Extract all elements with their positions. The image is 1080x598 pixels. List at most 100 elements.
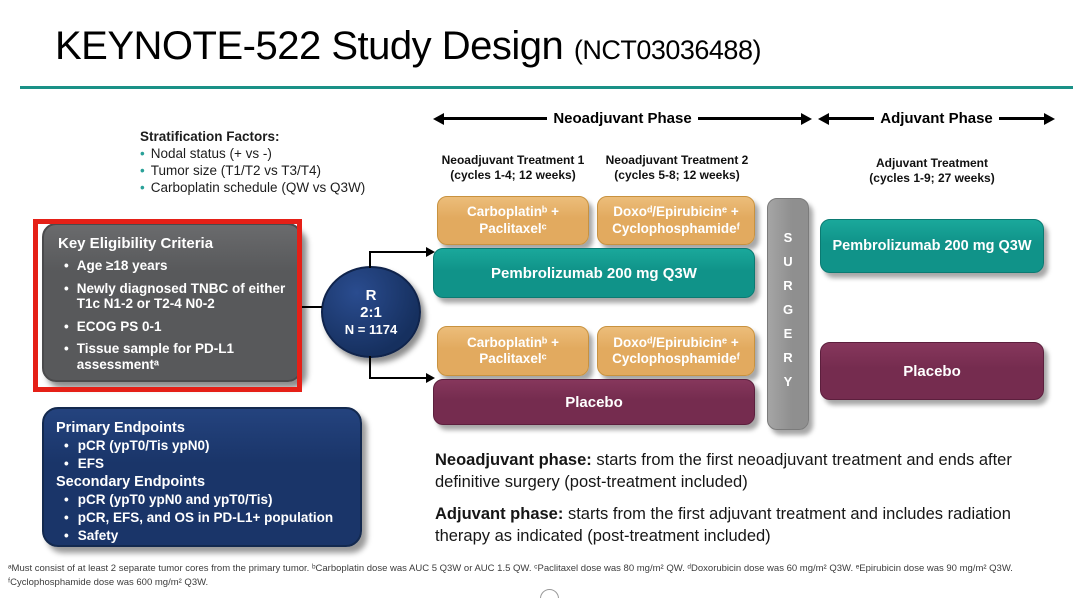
lower-doxo-epirubicin-cyclophosphamide-box: Doxoᵈ/Epirubicinᵉ + Cyclophosphamideᶠ	[597, 326, 755, 376]
arrow-left-icon	[433, 112, 444, 125]
adjuvant-placebo-box: Placebo	[820, 342, 1044, 400]
eligibility-item-text: Tissue sample for PD-L1 assessmentᵃ	[76, 341, 235, 372]
neoadjuvant-treatment-1-header: Neoadjuvant Treatment 1 (cycles 1-4; 12 …	[433, 153, 593, 182]
eligibility-item-text: Age ≥18 years	[76, 258, 168, 273]
randomization-ratio: 2:1	[360, 303, 382, 321]
page-title-nct: (NCT03036488)	[573, 35, 762, 65]
eligibility-item: Tissue sample for PD-L1 assessmentᵃ	[58, 341, 292, 372]
page-title-main: KEYNOTE-522 Study Design	[55, 24, 574, 68]
phase-notes: Neoadjuvant phase: starts from the first…	[435, 450, 1063, 558]
randomization-n: N = 1174	[344, 321, 398, 337]
primary-endpoints-heading: Primary Endpoints	[56, 420, 185, 436]
endpoint-item: pCR (ypT0/Tis ypN0)	[56, 437, 354, 455]
connector-lower-vertical	[369, 356, 371, 379]
adjuvant-note: Adjuvant phase: starts from the first ad…	[435, 504, 1063, 547]
adjuvant-note-lead: Adjuvant phase:	[435, 505, 564, 523]
randomization-circle: R 2:1 N = 1174	[321, 266, 421, 358]
neoadjuvant-phase-label: Neoadjuvant Phase	[553, 110, 692, 127]
highlight-red-frame	[33, 219, 302, 392]
title-divider	[20, 86, 1073, 89]
arrow-line	[998, 117, 1044, 120]
chemo-label-line: Paclitaxelᶜ	[479, 220, 547, 236]
eligibility-heading: Key Eligibility Criteria	[58, 235, 214, 252]
pembrolizumab-label: Pembrolizumab 200 mg Q3W	[832, 238, 1032, 254]
lower-carboplatin-paclitaxel-box: Carboplatinᵇ + Paclitaxelᶜ	[437, 326, 589, 376]
chemo-label-line: Doxoᵈ/Epirubicinᵉ +	[613, 334, 739, 350]
arrow-line	[829, 117, 875, 120]
endpoint-item-text: pCR, EFS, and OS in PD-L1+ population	[77, 510, 334, 525]
arrow-right-icon	[801, 112, 813, 125]
footnotes: ᵃMust consist of at least 2 separate tum…	[8, 562, 1076, 589]
arrow-line	[444, 117, 548, 120]
adjuvant-treatment-header: Adjuvant Treatment (cycles 1-9; 27 weeks…	[820, 156, 1044, 185]
chemo-label-line: Carboplatinᵇ +	[467, 334, 559, 350]
footnote-line: ᶠCyclophosphamide dose was 600 mg/m² Q3W…	[8, 576, 209, 588]
stratification-item-text: Carboplatin schedule (QW vs Q3W)	[150, 180, 366, 195]
eligibility-item-text: Newly diagnosed TNBC of either T1c N1-2 …	[76, 280, 286, 312]
header-line: (cycles 5-8; 12 weeks)	[614, 167, 740, 182]
connector-upper-vertical	[369, 251, 371, 268]
pembrolizumab-label: Pembrolizumab 200 mg Q3W	[491, 264, 697, 282]
chemo-label-line: Carboplatinᵇ +	[467, 204, 559, 219]
endpoint-item-text: pCR (ypT0 ypN0 and ypT0/Tis)	[77, 492, 273, 507]
surgery-label: SURGERY	[780, 230, 796, 398]
upper-doxo-epirubicin-cyclophosphamide-box: Doxoᵈ/Epirubicinᵉ + Cyclophosphamideᶠ	[597, 196, 755, 245]
endpoint-item: pCR, EFS, and OS in PD-L1+ population	[56, 509, 354, 527]
arrowhead-lower-icon	[426, 373, 435, 383]
stratification-factors: Stratification Factors: Nodal status (+ …	[140, 128, 440, 196]
connector-eligibility-to-r	[300, 306, 322, 308]
placebo-label: Placebo	[565, 393, 623, 411]
upper-pembrolizumab-box: Pembrolizumab 200 mg Q3W	[433, 248, 755, 298]
arrow-line	[697, 117, 802, 120]
endpoint-item-text: Safety	[77, 528, 119, 543]
surgery-bar: SURGERY	[767, 198, 809, 430]
chemo-label-line: Cyclophosphamideᶠ	[612, 351, 740, 366]
endpoints-box: Primary Endpoints pCR (ypT0/Tis ypN0) EF…	[42, 407, 362, 547]
arrow-right-icon	[1044, 112, 1055, 125]
arrow-left-icon	[818, 112, 829, 125]
eligibility-item-text: ECOG PS 0-1	[76, 318, 162, 334]
connector-lower-horizontal	[369, 377, 427, 379]
arrowhead-upper-icon	[426, 247, 435, 257]
neoadjuvant-treatment-2-header: Neoadjuvant Treatment 2 (cycles 5-8; 12 …	[596, 153, 758, 182]
upper-carboplatin-paclitaxel-box: Carboplatinᵇ + Paclitaxelᶜ	[437, 196, 589, 245]
endpoint-item: Safety	[56, 527, 354, 545]
connector-upper-horizontal	[369, 251, 427, 253]
endpoint-item-text: EFS	[77, 456, 104, 471]
chemo-label-line: Paclitaxelᶜ	[479, 351, 547, 366]
endpoint-item: pCR (ypT0 ypN0 and ypT0/Tis)	[56, 491, 354, 509]
stratification-item-text: Nodal status (+ vs -)	[150, 146, 272, 161]
header-line: (cycles 1-4; 12 weeks)	[450, 167, 576, 182]
eligibility-box: Key Eligibility Criteria Age ≥18 years N…	[42, 223, 302, 382]
page-title: KEYNOTE-522 Study Design (NCT03036488)	[55, 24, 761, 69]
stratification-item: Nodal status (+ vs -)	[140, 145, 440, 162]
header-line: Neoadjuvant Treatment 1	[441, 153, 585, 167]
adjuvant-phase-arrow: Adjuvant Phase	[818, 110, 1055, 127]
neoadjuvant-note: Neoadjuvant phase: starts from the first…	[435, 450, 1063, 493]
lower-placebo-box: Placebo	[433, 379, 755, 425]
header-line: Adjuvant Treatment	[875, 156, 989, 170]
placebo-label: Placebo	[903, 362, 961, 380]
stratification-item: Carboplatin schedule (QW vs Q3W)	[140, 179, 440, 196]
adjuvant-phase-label: Adjuvant Phase	[880, 110, 993, 127]
stratification-item: Tumor size (T1/T2 vs T3/T4)	[140, 162, 440, 179]
neoadjuvant-note-lead: Neoadjuvant phase:	[435, 451, 592, 469]
endpoint-item: EFS	[56, 455, 354, 473]
adjuvant-pembrolizumab-box: Pembrolizumab 200 mg Q3W	[820, 219, 1044, 273]
neoadjuvant-phase-arrow: Neoadjuvant Phase	[433, 110, 813, 127]
eligibility-item: Newly diagnosed TNBC of either T1c N1-2 …	[58, 281, 292, 312]
eligibility-item: Age ≥18 years	[58, 258, 292, 274]
eligibility-item: ECOG PS 0-1	[58, 319, 292, 335]
randomization-r: R	[365, 286, 377, 304]
bottom-partial-circle	[540, 589, 559, 598]
header-line: Neoadjuvant Treatment 2	[605, 153, 749, 167]
adjuvant-note-text: starts from the first adjuvant treatment…	[435, 505, 1011, 545]
footnote-line: ᵃMust consist of at least 2 separate tum…	[8, 563, 1013, 574]
chemo-label-line: Doxoᵈ/Epirubicinᵉ +	[613, 204, 739, 219]
stratification-item-text: Tumor size (T1/T2 vs T3/T4)	[150, 163, 322, 178]
chemo-label-line: Cyclophosphamideᶠ	[612, 220, 740, 236]
secondary-endpoints-heading: Secondary Endpoints	[56, 474, 206, 490]
neoadjuvant-note-text: starts from the first neoadjuvant treatm…	[435, 451, 1012, 491]
header-line: (cycles 1-9; 27 weeks)	[869, 170, 995, 185]
